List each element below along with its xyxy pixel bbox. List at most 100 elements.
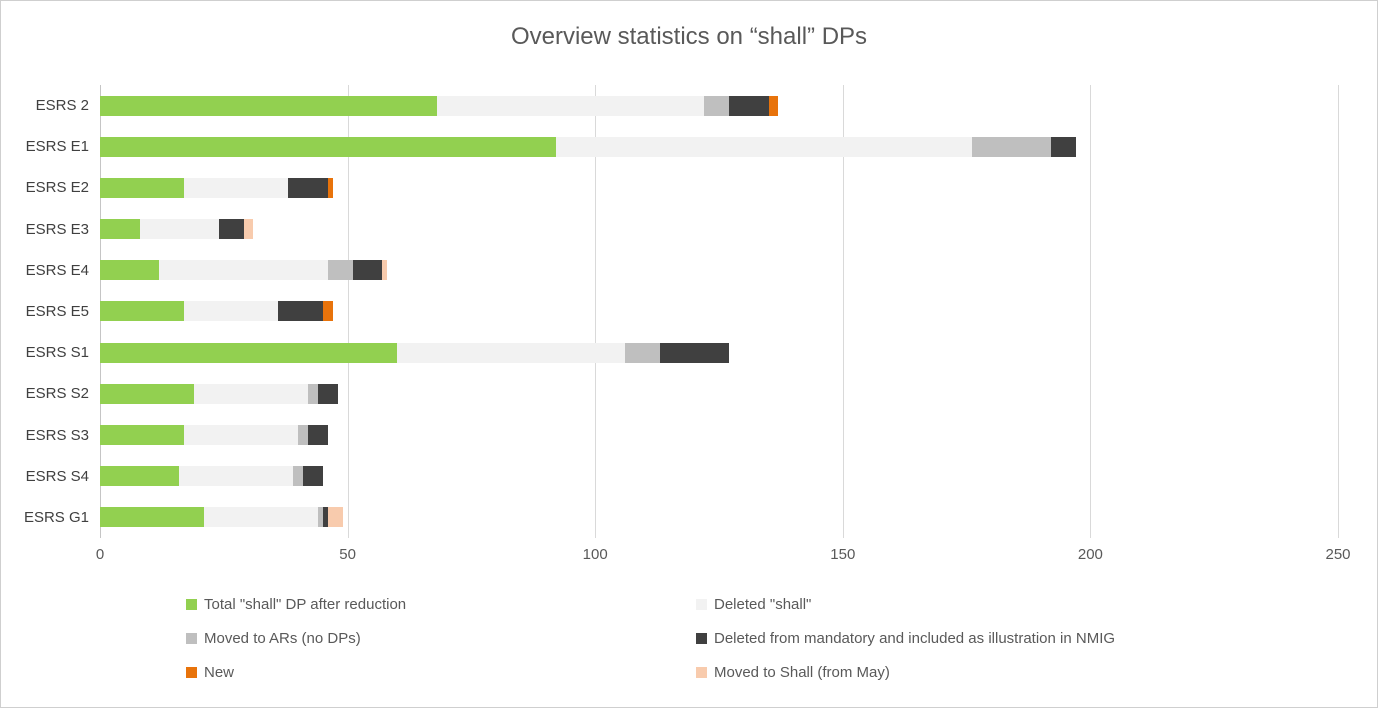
bar-segment [704,95,729,116]
bar-segment [298,425,308,446]
bar-row-esrs-e5 [100,291,1338,332]
category-label: ESRS 2 [35,97,89,115]
bar-segment [194,383,308,404]
bar-row-esrs-s2 [100,373,1338,414]
bar-segment [100,136,556,157]
x-tick-label: 150 [830,546,856,563]
category-label: ESRS E1 [25,138,89,156]
legend-item: Moved to Shall (from May) [696,664,1326,681]
bar-segment [317,383,338,404]
bar-segment [100,383,195,404]
legend-marker-icon [186,667,197,678]
legend-item: Total "shall" DP after reduction [186,596,696,613]
x-tick-label: 250 [1325,546,1351,563]
bar-segment [303,466,323,487]
bar-segment [307,383,318,404]
bar-segment [100,425,185,446]
bar-segment [382,260,388,281]
category-label: ESRS S2 [25,385,89,403]
legend: Total "shall" DP after reduction Deleted … [186,596,1326,681]
bar-segment [100,95,437,116]
bar-segment [352,260,383,281]
bar-segment [100,219,140,240]
category-label: ESRS E3 [25,220,89,238]
x-axis: 0 50 100 150 200 250 [96,546,1351,568]
stacked-bar [100,507,343,528]
bar-segment [397,342,625,363]
stacked-bar [100,383,338,404]
bar-segment [243,219,254,240]
bar-segment [184,425,299,446]
gridline-150 [842,85,844,538]
gridline-50 [347,85,349,538]
legend-item: Deleted "shall" [696,596,1326,613]
legend-label: New [204,664,235,681]
bar-segment [288,177,328,198]
bar-row-esrs-e2 [100,167,1338,208]
bar-segment [327,260,353,281]
bar-segment [218,219,244,240]
legend-label: Deleted "shall" [714,596,812,613]
bar-segment [100,507,204,528]
bar-segment [322,507,328,528]
x-tick-label: 200 [1077,546,1103,563]
legend-item: Moved to ARs (no DPs) [186,630,696,647]
gridline-200 [1090,85,1092,538]
stacked-bar [100,425,328,446]
stacked-bar [100,466,323,487]
bar-segment [317,507,323,528]
legend-marker-icon [696,633,707,644]
bar-segment [659,342,729,363]
category-axis: ESRS 2 ESRS E1 ESRS E2 ESRS E3 ESRS E4 ESRS E… [1,85,89,538]
category-label: ESRS E2 [25,179,89,197]
legend-marker-icon [696,667,707,678]
bar-row-esrs-e3 [100,209,1338,250]
legend-label: Total "shall" DP after reduction [204,596,407,613]
legend-item: New [186,664,696,681]
bar-segment [327,177,333,198]
bar-row-esrs-e1 [100,126,1338,167]
bar-segment [100,260,160,281]
bar-row-esrs-s1 [100,332,1338,373]
stacked-bar [100,95,779,116]
bar-segment [159,260,328,281]
category-label: ESRS S4 [25,467,89,485]
bar-segment [100,466,180,487]
category-label: ESRS E4 [25,261,89,279]
bar-row-esrs-s4 [100,456,1338,497]
gridline-100 [595,85,597,538]
stacked-bar [100,301,333,322]
legend-marker-icon [186,599,197,610]
bar-segment [100,177,185,198]
bar-row-esrs-2 [100,85,1338,126]
category-label: ESRS G1 [23,508,89,526]
bar-row-esrs-g1 [100,497,1338,538]
bar-row-esrs-s3 [100,414,1338,455]
category-label: ESRS S3 [25,426,89,444]
bar-segment [307,425,328,446]
bar-segment [728,95,769,116]
bar-segment [179,466,294,487]
stacked-bar [100,219,254,240]
bar-segment [322,301,333,322]
stacked-bar [100,342,729,363]
bar-segment [100,301,185,322]
bar-segment [436,95,705,116]
stacked-bar [100,136,1076,157]
x-tick-label: 50 [339,546,356,563]
bar-segment [278,301,323,322]
legend-item: Deleted from mandatory and included as i… [696,630,1326,647]
chart-title: Overview statistics on “shall” DPs [510,23,868,50]
x-tick-label: 0 [95,546,105,563]
plot-area [100,85,1339,538]
bar-segment [555,136,972,157]
bar-segment [768,95,779,116]
gridline-250 [1338,85,1339,538]
bar-segment [293,466,303,487]
stacked-bar [100,260,388,281]
bar-segment [184,301,279,322]
x-tick-label: 100 [582,546,608,563]
stacked-bar [100,177,333,198]
bar-segment [184,177,289,198]
